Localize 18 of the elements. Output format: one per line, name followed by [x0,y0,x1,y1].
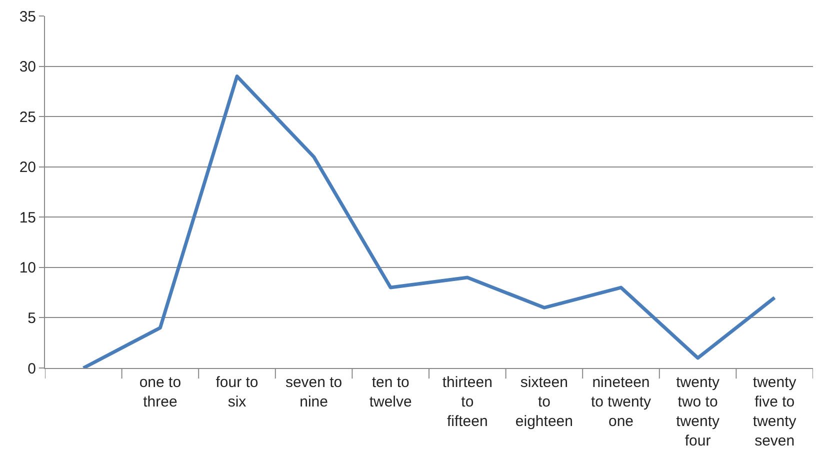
x-tick-label: four to six [216,374,258,410]
y-tick-label: 0 [28,360,36,378]
x-tick-label: ten to twelve [369,374,412,410]
x-tick-label: twenty two to twenty four [676,374,720,450]
y-tick-label: 15 [19,209,36,226]
y-tick-label: 30 [19,58,36,76]
x-tick-label: twenty five to twenty seven [752,374,797,450]
x-tick-label: nineteen to twenty one [590,374,652,430]
y-tick-label: 10 [19,260,36,277]
y-tick-label: 25 [19,108,36,126]
y-tick-label: 5 [28,310,36,327]
x-tick-label: thirteen to fifteen [442,374,492,430]
x-tick-label: one to three [139,374,182,410]
y-tick-label: 35 [19,8,36,26]
line-series [82,74,776,368]
x-tick-label: sixteen to eighteen [515,374,573,430]
x-tick-label: seven to nine [285,374,342,410]
y-tick-label: 20 [19,159,36,176]
